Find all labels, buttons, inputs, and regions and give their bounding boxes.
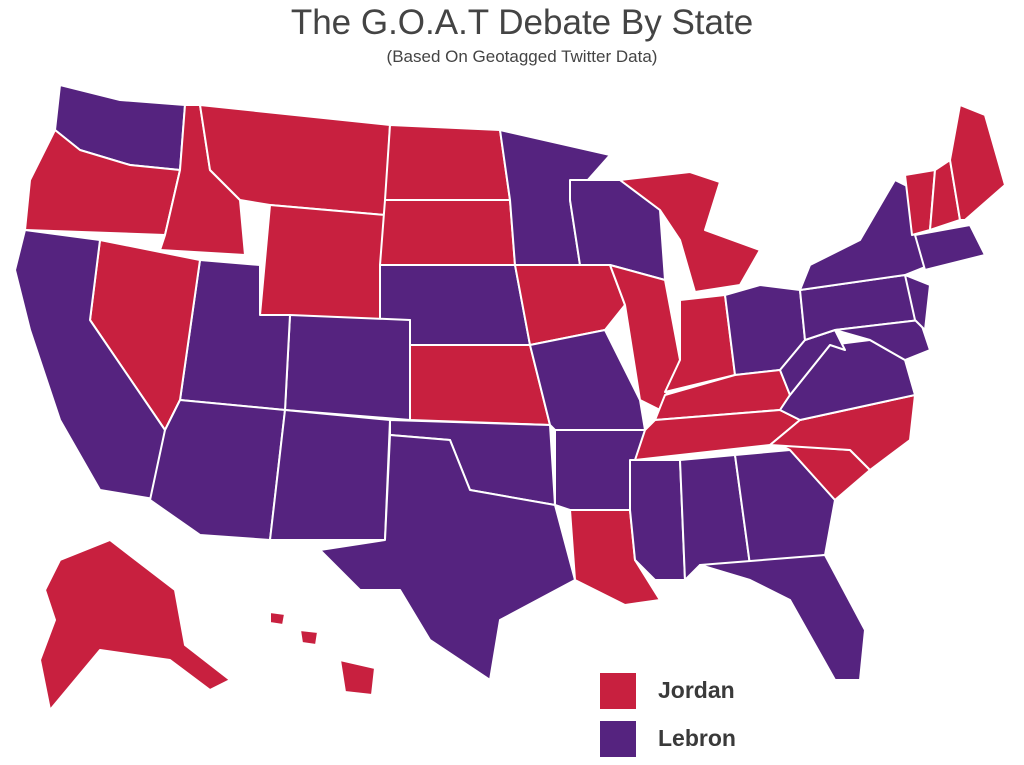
state xyxy=(914,224,986,271)
state xyxy=(339,659,376,696)
legend-swatch xyxy=(600,673,636,709)
state xyxy=(514,264,626,346)
legend-label: Lebron xyxy=(658,725,736,751)
title: The G.O.A.T Debate By State xyxy=(291,3,753,42)
legend-swatch xyxy=(600,721,636,757)
state xyxy=(529,329,646,431)
state xyxy=(299,629,319,646)
state xyxy=(14,229,166,501)
state xyxy=(379,199,516,266)
state xyxy=(904,274,931,331)
state xyxy=(284,314,411,421)
states xyxy=(14,84,1006,711)
state xyxy=(949,104,1006,221)
state xyxy=(699,554,866,681)
state xyxy=(409,344,551,426)
state xyxy=(834,319,931,361)
state xyxy=(39,539,231,711)
state xyxy=(269,611,286,626)
legend-label: Jordan xyxy=(658,677,735,703)
state xyxy=(259,204,386,321)
state xyxy=(734,449,836,566)
state xyxy=(799,179,931,291)
state xyxy=(384,124,511,201)
state xyxy=(664,294,736,393)
legend: Jordan Lebron xyxy=(600,673,736,757)
state xyxy=(149,399,286,541)
state xyxy=(619,171,761,293)
subtitle: (Based On Geotagged Twitter Data) xyxy=(387,47,658,66)
state xyxy=(319,434,576,681)
state xyxy=(269,409,391,541)
state xyxy=(629,459,686,581)
